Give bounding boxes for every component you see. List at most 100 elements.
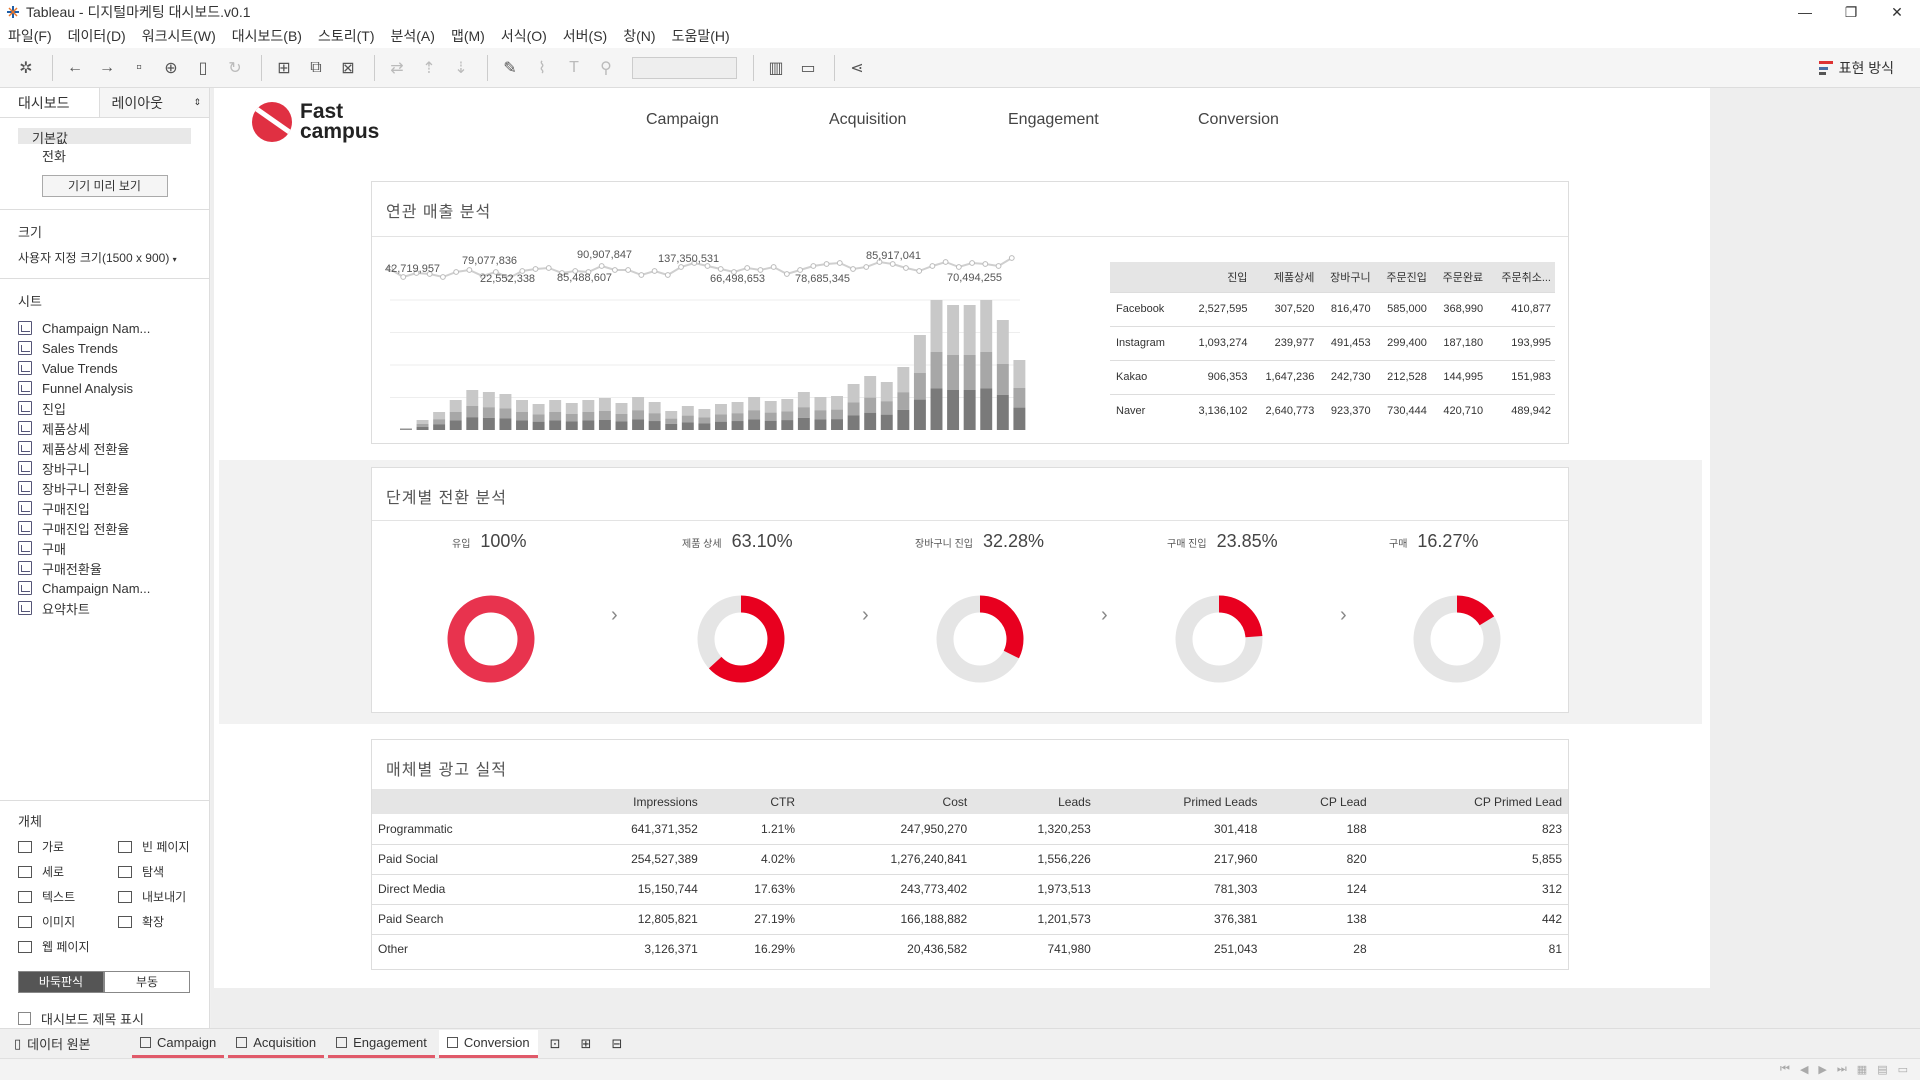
menu-format[interactable]: 서식(O) <box>500 28 547 44</box>
device-default[interactable]: 기본값 <box>18 128 191 146</box>
show-cards-icon[interactable]: ▥ <box>768 59 784 77</box>
size-dropdown[interactable]: 사용자 지정 크기(1500 x 900) ▾ <box>0 249 209 266</box>
menu-file[interactable]: 파일(F) <box>8 28 52 44</box>
sheet-sorter-icon[interactable]: ▦ <box>1856 1064 1868 1076</box>
sheet-item[interactable]: Champaign Nam... <box>18 318 209 338</box>
column-header[interactable]: Leads <box>973 789 1097 814</box>
sheet-item[interactable]: 요약차트 <box>18 598 209 618</box>
object-item[interactable]: 텍스트 <box>18 888 118 905</box>
new-story-tab-icon[interactable]: ⊟ <box>611 1035 623 1051</box>
tab-layout[interactable]: 레이아웃 ⇕ <box>98 88 209 117</box>
device-preview-button[interactable]: 기기 미리 보기 <box>41 175 168 197</box>
sheet-item[interactable]: 진입 <box>18 398 209 418</box>
sheet-item[interactable]: 장바구니 <box>18 458 209 478</box>
column-header[interactable]: Cost <box>801 789 974 814</box>
column-header[interactable]: 진입 <box>1184 262 1252 292</box>
column-header[interactable]: CTR <box>703 789 801 814</box>
swap-icon[interactable]: ⇄ <box>390 59 404 77</box>
column-header[interactable]: 주문취소... <box>1487 262 1555 292</box>
save-icon[interactable]: ▫ <box>136 58 142 76</box>
menu-analysis[interactable]: 분석(A) <box>390 28 435 44</box>
dashboard-tab[interactable]: Campaign <box>132 1030 225 1058</box>
menu-map[interactable]: 맵(M) <box>450 28 485 44</box>
tab-menu-icon[interactable]: ⇕ <box>193 97 201 107</box>
first-sheet-icon[interactable]: ⏮ <box>1780 1063 1790 1075</box>
undo-icon[interactable]: ← <box>67 58 83 76</box>
sheet-item[interactable]: Funnel Analysis <box>18 378 209 398</box>
pause-updates-icon[interactable]: ▯ <box>198 59 208 77</box>
last-sheet-icon[interactable]: ⏭ <box>1836 1063 1847 1075</box>
sheet-item[interactable]: 제품상세 <box>18 418 209 438</box>
next-sheet-icon[interactable]: ▶ <box>1818 1064 1827 1076</box>
tiled-button[interactable]: 바둑판식 <box>18 971 104 993</box>
highlight-icon[interactable]: ✎ <box>503 59 517 77</box>
column-header[interactable]: 주문완료 <box>1430 262 1488 292</box>
clear-sheet-icon[interactable]: ⊠ <box>341 59 355 77</box>
object-item[interactable]: 웹 페이지 <box>18 938 118 955</box>
object-item[interactable]: 이미지 <box>18 913 118 930</box>
tableau-home-icon[interactable]: ✲ <box>19 59 33 77</box>
show-title-checkbox[interactable]: 대시보드 제목 표시 <box>0 1009 210 1028</box>
presentation-mode-icon[interactable]: ▭ <box>800 59 816 77</box>
show-me-button[interactable]: 표현 방식 <box>1818 58 1894 78</box>
tab-dashboard[interactable]: 대시보드 <box>0 88 99 117</box>
menu-worksheet[interactable]: 워크시트(W) <box>141 28 216 44</box>
object-item[interactable]: 가로 <box>18 838 118 855</box>
nav-conversion[interactable]: Conversion <box>1198 111 1279 128</box>
sheet-item[interactable]: 장바구니 전환율 <box>18 478 209 498</box>
group-icon[interactable]: ⌇ <box>538 59 546 77</box>
refresh-icon[interactable]: ↻ <box>228 59 242 77</box>
column-header[interactable]: Primed Leads <box>1096 789 1264 814</box>
nav-campaign[interactable]: Campaign <box>646 111 719 128</box>
sheet-item[interactable]: Champaign Nam... <box>18 578 209 598</box>
prev-sheet-icon[interactable]: ◀ <box>1799 1064 1809 1076</box>
menu-dashboard[interactable]: 대시보드(B) <box>231 28 302 44</box>
menu-window[interactable]: 창(N) <box>623 28 656 44</box>
sheet-item[interactable]: 제품상세 전환율 <box>18 438 209 458</box>
labels-icon[interactable]: T <box>569 58 579 76</box>
minimize-icon[interactable]: — <box>1798 4 1812 20</box>
column-header[interactable]: CP Lead <box>1263 789 1373 814</box>
sheet-item[interactable]: 구매전환율 <box>18 558 209 578</box>
new-data-source-icon[interactable]: ⊕ <box>164 59 178 77</box>
close-icon[interactable]: ✕ <box>1891 3 1903 20</box>
object-item[interactable]: 탐색 <box>118 863 218 880</box>
menu-help[interactable]: 도움말(H) <box>671 28 730 44</box>
new-dashboard-tab-icon[interactable]: ⊞ <box>580 1035 592 1051</box>
menu-story[interactable]: 스토리(T) <box>317 28 375 44</box>
column-header[interactable]: Impressions <box>552 789 704 814</box>
pin-icon[interactable]: ⚲ <box>600 59 612 77</box>
duplicate-sheet-icon[interactable]: ⧉ <box>310 58 322 76</box>
menu-server[interactable]: 서버(S) <box>562 28 608 44</box>
restore-icon[interactable]: ❐ <box>1844 3 1858 20</box>
floating-button[interactable]: 부동 <box>104 971 190 993</box>
dashboard-tab[interactable]: Engagement <box>328 1030 435 1058</box>
nav-engagement[interactable]: Engagement <box>1008 111 1099 128</box>
tabs-view-icon[interactable]: ▭ <box>1897 1064 1908 1076</box>
new-worksheet-icon[interactable]: ⊞ <box>277 59 291 77</box>
sort-descending-icon[interactable]: ⇣ <box>454 59 468 77</box>
filmstrip-icon[interactable]: ▤ <box>1877 1064 1888 1076</box>
sheet-item[interactable]: 구매진입 전환율 <box>18 518 209 538</box>
column-header[interactable]: 장바구니 <box>1318 262 1375 292</box>
column-header[interactable] <box>372 789 553 814</box>
column-header[interactable] <box>1110 262 1185 292</box>
object-item[interactable]: 세로 <box>18 863 118 880</box>
dashboard-tab[interactable]: Acquisition <box>228 1030 325 1058</box>
nav-acquisition[interactable]: Acquisition <box>829 111 907 128</box>
column-header[interactable]: 제품상세 <box>1251 262 1319 292</box>
object-item[interactable]: 내보내기 <box>118 888 218 905</box>
new-worksheet-tab-icon[interactable]: ⊡ <box>549 1035 561 1051</box>
fit-dropdown[interactable] <box>632 56 737 79</box>
object-item[interactable]: 빈 페이지 <box>118 838 218 855</box>
column-header[interactable]: 주문진입 <box>1374 262 1431 292</box>
object-item[interactable]: 확장 <box>118 913 218 930</box>
redo-icon[interactable]: → <box>99 58 115 76</box>
sheet-item[interactable]: Value Trends <box>18 358 209 378</box>
menu-data[interactable]: 데이터(D) <box>67 28 126 44</box>
device-phone[interactable]: 전화 <box>42 149 66 164</box>
column-header[interactable]: CP Primed Lead <box>1372 789 1568 814</box>
sheet-item[interactable]: 구매 <box>18 538 209 558</box>
share-icon[interactable]: ⋖ <box>850 59 864 77</box>
data-source-tab[interactable]: ▯ 데이터 원본 <box>6 1030 128 1058</box>
